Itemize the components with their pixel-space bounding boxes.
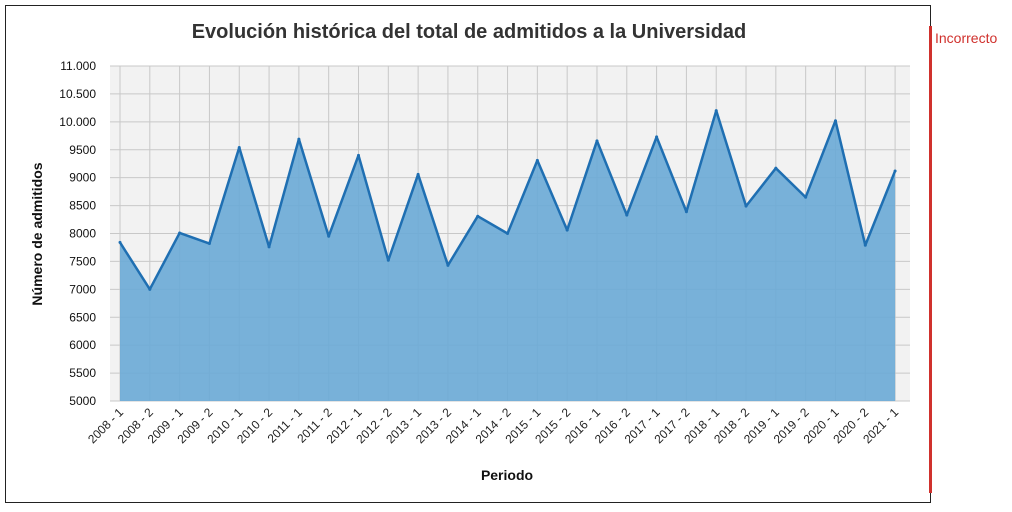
y-tick-label: 5500 <box>69 366 96 380</box>
data-point <box>893 169 897 173</box>
y-tick-label: 10.000 <box>59 115 96 129</box>
y-tick-label: 11.000 <box>60 59 96 73</box>
data-point <box>535 158 539 162</box>
data-point <box>207 242 211 246</box>
status-label: Incorrecto <box>935 30 998 46</box>
chart-title: Evolución histórica del total de admitid… <box>192 21 747 43</box>
data-point <box>267 245 271 249</box>
y-tick-label: 9500 <box>69 143 96 157</box>
y-tick-label: 9000 <box>69 171 96 185</box>
data-point <box>356 153 360 157</box>
data-point <box>774 166 778 170</box>
status-bar <box>929 26 932 493</box>
chart-frame: Evolución histórica del total de admitid… <box>5 5 931 503</box>
x-axis-label: Periodo <box>481 467 533 483</box>
y-tick-label: 6000 <box>69 338 96 352</box>
data-point <box>744 204 748 208</box>
y-tick-label: 8000 <box>69 227 96 241</box>
area-fill <box>120 110 896 402</box>
y-tick-label: 8500 <box>69 199 96 213</box>
y-tick-label: 6500 <box>69 310 96 324</box>
plot-area: 5000 5500 6000 6500 7000 7500 8000 8500 9000 9500… <box>59 59 910 446</box>
data-point <box>595 139 599 143</box>
data-point <box>476 214 480 218</box>
data-point <box>804 195 808 199</box>
y-tick-label: 5000 <box>69 394 96 408</box>
data-point <box>386 258 390 262</box>
data-point <box>327 234 331 238</box>
data-point <box>118 240 122 244</box>
data-point <box>565 228 569 232</box>
y-axis-label: Número de admitidos <box>29 162 45 305</box>
data-point <box>446 263 450 267</box>
data-point <box>416 172 420 176</box>
data-point <box>237 146 241 150</box>
area-chart: Evolución histórica del total de admitid… <box>29 21 910 483</box>
data-point <box>297 137 301 141</box>
data-point <box>148 287 152 291</box>
data-point <box>655 135 659 139</box>
data-point <box>714 109 718 113</box>
data-point <box>684 210 688 214</box>
data-point <box>625 213 629 217</box>
data-point <box>863 243 867 247</box>
y-tick-label: 10.500 <box>59 87 96 101</box>
data-point <box>178 231 182 235</box>
data-point <box>506 232 510 235</box>
y-tick-label: 7000 <box>69 282 96 296</box>
y-tick-label: 7500 <box>69 254 96 268</box>
data-point <box>833 119 837 123</box>
